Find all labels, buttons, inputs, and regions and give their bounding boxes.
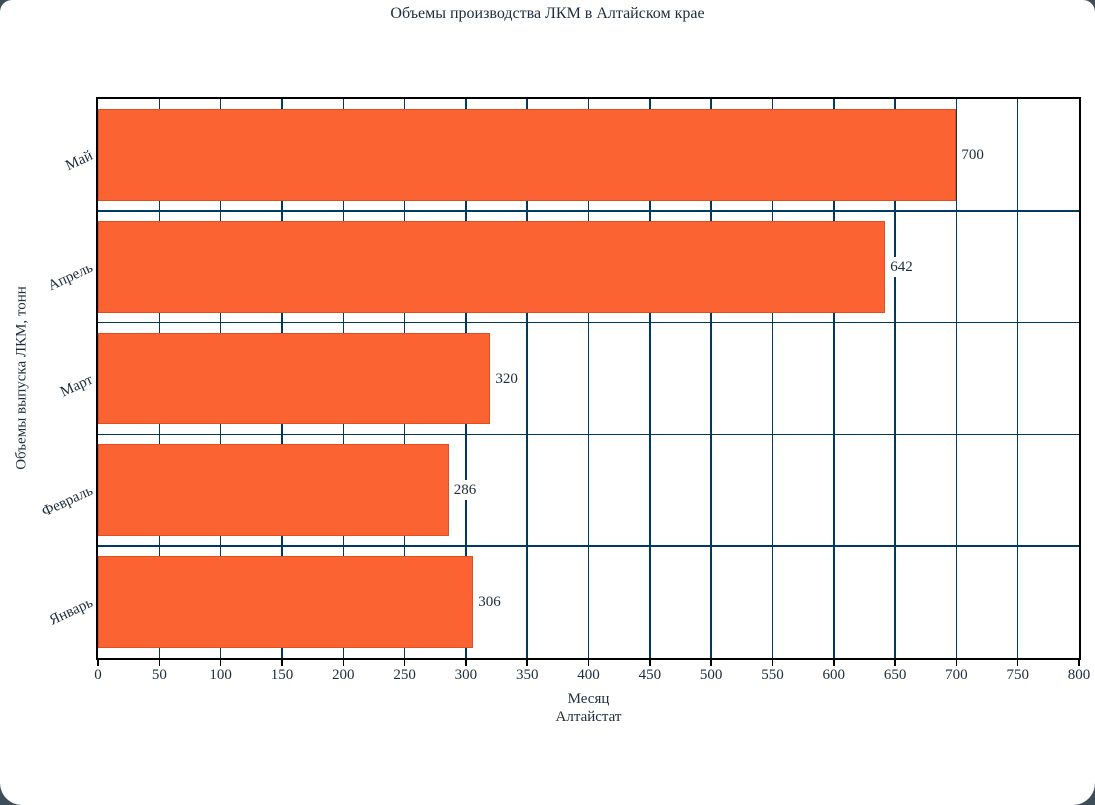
bar: [98, 220, 886, 313]
x-tick-label: 800: [1067, 667, 1091, 683]
x-tick-label: 500: [699, 667, 723, 683]
chart-title: Объемы производства ЛКМ в Алтайском крае: [390, 5, 705, 22]
source-label: Алтайстат: [555, 709, 622, 725]
vertical-gridline: [894, 99, 896, 658]
x-tick: [1016, 660, 1019, 666]
x-tick: [710, 660, 712, 666]
bar-value-label: 286: [450, 480, 480, 501]
vertical-gridline: [587, 99, 590, 658]
vertical-gridline: [1016, 99, 1019, 658]
x-axis-title: Месяц: [567, 691, 610, 707]
x-tick-label: 0: [94, 667, 102, 683]
bar: [98, 332, 491, 425]
bar: [98, 444, 449, 537]
vertical-gridline: [526, 99, 528, 658]
x-tick: [1078, 660, 1080, 666]
x-tick: [219, 660, 222, 666]
vertical-gridline: [771, 99, 774, 658]
x-tick: [894, 660, 896, 666]
x-tick-label: 400: [577, 667, 600, 683]
x-tick-label: 300: [454, 667, 478, 683]
x-tick-label: 150: [270, 667, 294, 683]
bar-value-label: 642: [887, 256, 916, 277]
x-tick-label: 350: [515, 667, 539, 683]
x-tick: [649, 660, 651, 666]
x-tick: [97, 660, 99, 666]
bar: [98, 556, 474, 648]
x-tick-label: 650: [883, 667, 907, 683]
vertical-gridline: [833, 99, 835, 658]
x-tick-label: 50: [151, 667, 167, 683]
x-tick-label: 600: [822, 667, 846, 683]
x-tick-label: 700: [945, 667, 968, 683]
x-tick-label: 550: [761, 667, 784, 683]
x-tick: [342, 660, 344, 666]
vertical-gridline: [649, 99, 651, 658]
bar-value-label: 320: [492, 368, 521, 389]
y-category-label: Февраль: [39, 483, 96, 521]
x-tick: [281, 660, 283, 666]
bar: [98, 109, 957, 201]
x-tick: [403, 660, 406, 666]
x-tick: [158, 660, 161, 666]
x-tick-label: 450: [638, 667, 662, 683]
horizontal-gridline: [98, 433, 1079, 436]
x-tick: [955, 660, 958, 666]
x-tick: [526, 660, 528, 666]
vertical-gridline: [955, 99, 958, 658]
y-category-label: Январь: [46, 594, 96, 629]
plot-area: 700 642 320 286 306: [96, 97, 1081, 660]
x-tick: [771, 660, 774, 666]
vertical-gridline: [710, 99, 712, 658]
x-tick-label: 200: [332, 667, 355, 683]
bar-value-label: 700: [958, 144, 987, 165]
x-tick-label: 100: [209, 667, 232, 683]
x-tick: [587, 660, 590, 666]
x-tick: [465, 660, 467, 666]
x-tick: [833, 660, 835, 666]
horizontal-gridline: [98, 210, 1079, 212]
horizontal-gridline: [98, 321, 1079, 324]
y-category-label: Май: [63, 147, 96, 174]
x-tick-label: 750: [1006, 667, 1029, 683]
bar-value-label: 306: [475, 592, 504, 613]
x-tick-label: 250: [393, 667, 416, 683]
horizontal-gridline: [98, 545, 1079, 547]
